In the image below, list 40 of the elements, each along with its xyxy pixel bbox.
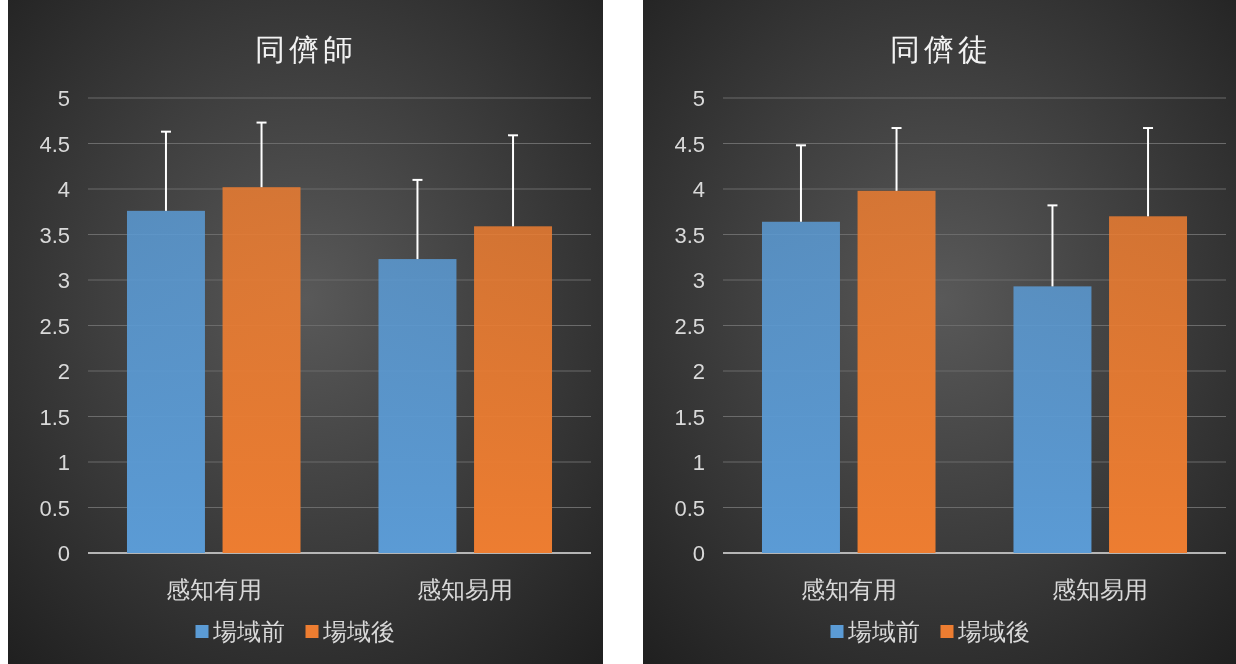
bar [1109, 216, 1188, 553]
y-tick-label: 4.5 [674, 131, 705, 157]
x-tick-label: 感知有用 [165, 576, 262, 603]
bar [378, 259, 457, 553]
y-tick-label: 3 [57, 268, 70, 293]
y-tick-label: 1 [692, 450, 705, 475]
legend-label: 場域後 [956, 618, 1030, 645]
y-tick-label: 4 [57, 177, 70, 202]
bar [222, 187, 301, 553]
bar [126, 210, 205, 553]
bar [1013, 286, 1092, 553]
y-tick-label: 1.5 [674, 404, 705, 430]
y-tick-label: 3.5 [674, 222, 705, 248]
y-tick-label: 3.5 [39, 222, 70, 248]
legend-label: 場域前 [846, 618, 920, 645]
chart-title: 同儕師 [254, 33, 357, 66]
y-tick-label: 3 [692, 268, 705, 293]
legend-label: 場域前 [211, 618, 285, 645]
x-tick-label: 感知有用 [800, 576, 897, 603]
bar [474, 226, 553, 553]
y-tick-label: 0.5 [674, 495, 705, 521]
y-tick-label: 1.5 [39, 404, 70, 430]
y-tick-label: 2.5 [674, 313, 705, 339]
y-tick-label: 5 [57, 86, 70, 111]
y-tick-label: 2.5 [39, 313, 70, 339]
y-tick-label: 0.5 [39, 495, 70, 521]
bar [761, 221, 840, 553]
x-tick-label: 感知易用 [417, 576, 514, 603]
y-tick-label: 2 [692, 359, 705, 384]
legend-label: 場域後 [321, 618, 395, 645]
y-tick-label: 0 [57, 541, 70, 566]
y-tick-label: 5 [692, 86, 705, 111]
y-tick-label: 4 [692, 177, 705, 202]
bar [857, 190, 936, 553]
y-tick-label: 2 [57, 359, 70, 384]
x-tick-label: 感知易用 [1052, 576, 1149, 603]
chart-title: 同儕徒 [889, 33, 992, 66]
y-tick-label: 1 [57, 450, 70, 475]
y-tick-label: 0 [692, 541, 705, 566]
y-tick-label: 4.5 [39, 131, 70, 157]
